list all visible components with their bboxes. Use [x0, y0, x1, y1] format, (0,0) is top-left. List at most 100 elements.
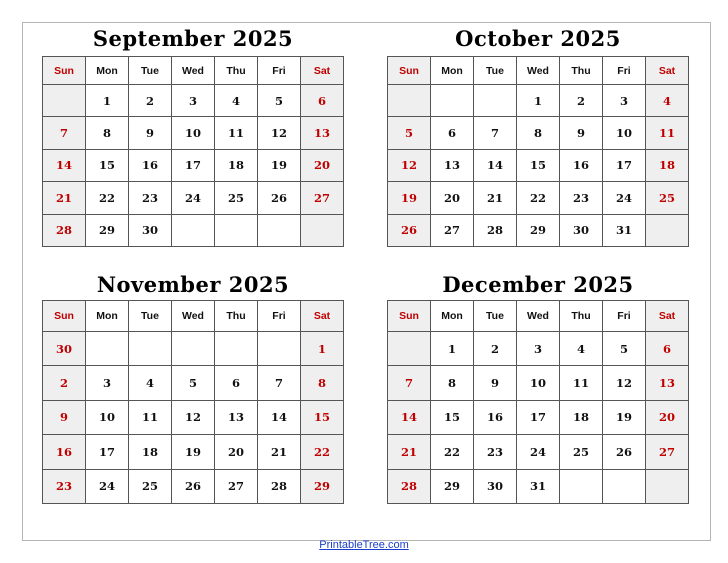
day-cell	[387, 330, 431, 367]
day-cell: 19	[602, 399, 646, 436]
calendar-grid: Sun Mon Tue Wed Thu Fri Sat 1 2 3 4 5 6 7 8 9 10 11 12 13 14…	[42, 56, 344, 247]
day-cell: 13	[430, 148, 474, 183]
day-cell: 10	[171, 116, 215, 150]
day-cell	[257, 213, 301, 247]
day-cell: 30	[42, 330, 86, 367]
day-cell: 20	[645, 399, 689, 436]
day-cell: 9	[128, 116, 172, 150]
day-cell: 3	[602, 83, 646, 118]
day-cell: 28	[42, 213, 86, 247]
day-cell: 9	[473, 365, 517, 401]
day-cell	[300, 213, 344, 247]
day-cell: 29	[516, 213, 560, 247]
day-cell: 13	[214, 399, 258, 436]
day-cell: 15	[300, 399, 344, 436]
calendar-grid: Sun Mon Tue Wed Thu Fri Sat 1 2 3 4 5 6 7 8 9 10 11 12 13 14…	[387, 56, 689, 247]
day-cell	[214, 330, 258, 367]
day-cell: 6	[214, 365, 258, 401]
day-cell: 12	[171, 399, 215, 436]
day-cell	[559, 468, 603, 504]
day-cell: 25	[128, 468, 172, 504]
day-cell: 20	[300, 148, 344, 183]
day-cell: 22	[516, 181, 560, 215]
day-cell: 15	[85, 148, 129, 183]
weekday-header: Tue	[128, 300, 172, 332]
day-cell: 31	[602, 213, 646, 247]
weekday-header: Sat	[645, 300, 689, 332]
day-cell: 13	[645, 365, 689, 401]
day-cell: 3	[171, 83, 215, 118]
day-cell: 20	[430, 181, 474, 215]
weekday-header: Thu	[559, 56, 603, 85]
weekday-header: Tue	[473, 56, 517, 85]
week-row: 16 17 18 19 20 21 22	[42, 434, 344, 470]
day-cell: 25	[645, 181, 689, 215]
day-cell: 16	[473, 399, 517, 436]
printabletree-link[interactable]: PrintableTree.com	[319, 539, 409, 551]
day-cell: 23	[559, 181, 603, 215]
day-cell	[430, 83, 474, 118]
day-cell: 2	[473, 330, 517, 367]
day-cell: 21	[387, 434, 431, 470]
week-row: 21 22 23 24 25 26 27	[42, 181, 344, 215]
day-cell	[257, 330, 301, 367]
day-cell: 6	[645, 330, 689, 367]
day-cell: 5	[602, 330, 646, 367]
weekday-header: Wed	[516, 56, 560, 85]
day-cell: 3	[516, 330, 560, 367]
day-cell: 27	[300, 181, 344, 215]
day-cell: 24	[516, 434, 560, 470]
day-cell: 24	[602, 181, 646, 215]
day-cell: 23	[42, 468, 86, 504]
weekday-header: Mon	[430, 300, 474, 332]
day-cell: 18	[559, 399, 603, 436]
day-cell: 19	[387, 181, 431, 215]
day-cell: 26	[387, 213, 431, 247]
weekday-header: Mon	[85, 300, 129, 332]
day-cell: 11	[559, 365, 603, 401]
day-cell	[214, 213, 258, 247]
day-cell: 27	[645, 434, 689, 470]
day-cell: 26	[602, 434, 646, 470]
day-cell: 4	[645, 83, 689, 118]
day-cell: 17	[516, 399, 560, 436]
day-cell: 21	[473, 181, 517, 215]
day-cell: 8	[300, 365, 344, 401]
day-cell: 20	[214, 434, 258, 470]
day-cell: 9	[42, 399, 86, 436]
day-cell: 22	[430, 434, 474, 470]
weekday-header: Wed	[516, 300, 560, 332]
week-row: 14 15 16 17 18 19 20	[42, 148, 344, 183]
weekday-header: Sat	[300, 56, 344, 85]
day-cell: 16	[42, 434, 86, 470]
month-title: November 2025	[96, 272, 290, 297]
day-cell: 29	[85, 213, 129, 247]
day-cell: 17	[602, 148, 646, 183]
day-cell: 12	[257, 116, 301, 150]
day-cell: 9	[559, 116, 603, 150]
day-cell: 4	[214, 83, 258, 118]
day-cell: 5	[387, 116, 431, 150]
day-cell	[473, 83, 517, 118]
day-cell: 8	[85, 116, 129, 150]
day-cell	[42, 83, 86, 118]
month-title: October 2025	[455, 26, 621, 51]
day-cell: 23	[473, 434, 517, 470]
day-cell: 6	[430, 116, 474, 150]
day-cell	[645, 213, 689, 247]
day-cell: 4	[128, 365, 172, 401]
day-cell: 30	[128, 213, 172, 247]
weekday-header-row: Sun Mon Tue Wed Thu Fri Sat	[387, 300, 689, 332]
day-cell: 12	[387, 148, 431, 183]
weekday-header: Sat	[300, 300, 344, 332]
week-row: 30 1	[42, 330, 344, 367]
day-cell	[128, 330, 172, 367]
day-cell: 23	[128, 181, 172, 215]
weekday-header: Fri	[602, 56, 646, 85]
day-cell: 11	[128, 399, 172, 436]
day-cell: 2	[42, 365, 86, 401]
day-cell: 26	[171, 468, 215, 504]
day-cell: 14	[42, 148, 86, 183]
